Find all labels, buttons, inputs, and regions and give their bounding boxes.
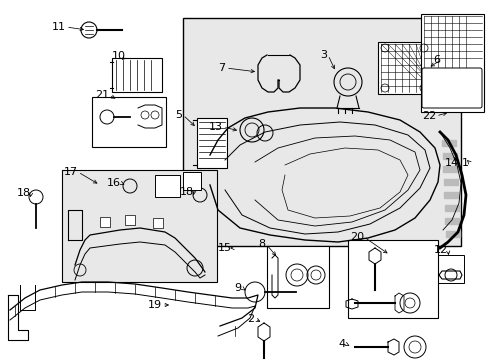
- Polygon shape: [444, 205, 458, 211]
- Bar: [197, 118, 226, 168]
- Bar: [153, 218, 163, 228]
- Text: 2: 2: [246, 314, 254, 324]
- Text: 18: 18: [17, 188, 31, 198]
- Polygon shape: [442, 153, 456, 159]
- Polygon shape: [442, 166, 456, 172]
- Bar: [183, 18, 460, 246]
- Text: 18: 18: [180, 187, 194, 197]
- Bar: [112, 58, 162, 92]
- Bar: [92, 97, 165, 147]
- Text: 7: 7: [218, 63, 224, 73]
- Polygon shape: [443, 192, 457, 198]
- Text: 11: 11: [52, 22, 66, 32]
- Polygon shape: [445, 231, 459, 237]
- Polygon shape: [441, 140, 455, 146]
- Text: 14: 14: [444, 158, 458, 168]
- Bar: [155, 175, 180, 197]
- Text: 10: 10: [112, 51, 126, 61]
- Text: 15: 15: [218, 243, 231, 253]
- Text: 17: 17: [64, 167, 78, 177]
- Bar: [377, 42, 429, 94]
- Bar: [433, 255, 463, 283]
- Text: 22: 22: [421, 111, 435, 121]
- Text: 1: 1: [461, 158, 468, 168]
- Bar: [62, 170, 217, 282]
- Text: 8: 8: [258, 239, 264, 249]
- Text: 3: 3: [319, 50, 326, 60]
- Bar: [266, 246, 328, 308]
- Bar: [347, 240, 437, 318]
- Text: 6: 6: [432, 55, 439, 65]
- Bar: [125, 215, 135, 225]
- Text: 4: 4: [337, 339, 345, 349]
- Text: 13: 13: [208, 122, 223, 132]
- Bar: [100, 217, 110, 227]
- Bar: [420, 14, 483, 112]
- Text: 19: 19: [148, 300, 162, 310]
- Text: 16: 16: [107, 178, 121, 188]
- Text: 20: 20: [349, 232, 364, 242]
- Text: 9: 9: [234, 283, 241, 293]
- Polygon shape: [443, 179, 457, 185]
- Text: 12: 12: [433, 245, 447, 255]
- Text: 21: 21: [95, 90, 109, 100]
- Text: 5: 5: [175, 110, 182, 120]
- FancyBboxPatch shape: [421, 68, 481, 108]
- Polygon shape: [444, 218, 458, 224]
- Bar: [183, 172, 201, 190]
